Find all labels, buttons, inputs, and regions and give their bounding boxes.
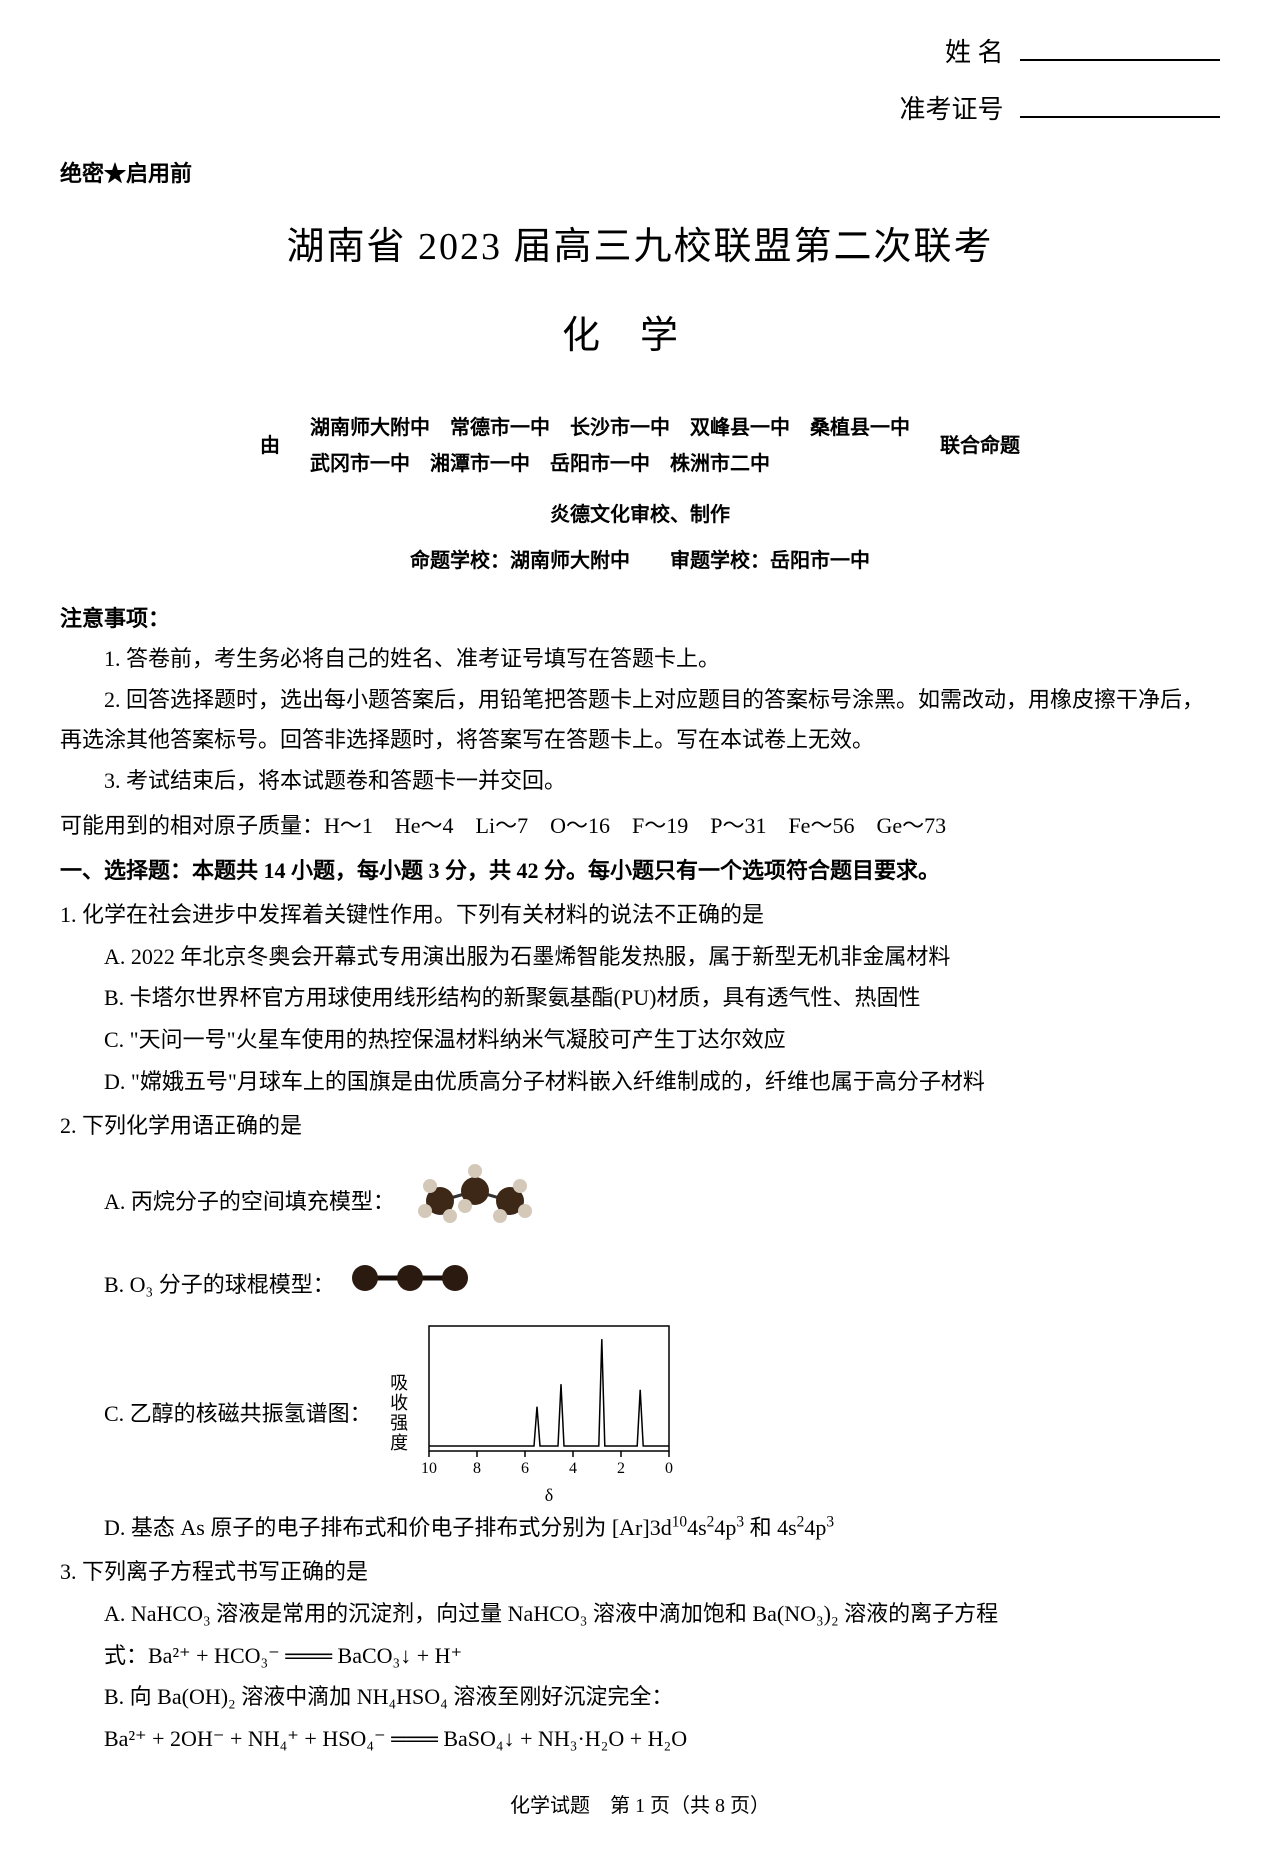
confidential-marker: 绝密★启用前 [60,154,1220,194]
q3-option-a-line2: 式：Ba²⁺ + HCO₃⁻ ═══ BaCO₃↓ + H⁺ [60,1636,1220,1676]
q1-option-c: C. "天问一号"火星车使用的热控保温材料纳米气凝胶可产生丁达尔效应 [60,1020,1220,1060]
q1-option-b: B. 卡塔尔世界杯官方用球使用线形结构的新聚氨基酯(PU)材质，具有透气性、热固… [60,978,1220,1018]
q2-option-b: B. O₃ 分子的球棍模型： [60,1258,1220,1311]
schools-block: 由 湖南师大附中 常德市一中 长沙市一中 双峰县一中 桑植县一中 武冈市一中 湘… [60,410,1220,482]
name-label: 姓 名 [945,38,1004,67]
nmr-svg: 10 8 6 4 2 0 δ [419,1321,679,1506]
svg-text:4: 4 [569,1460,577,1477]
question-2: 2. 下列化学用语正确的是 [60,1106,1220,1146]
q3-option-b-line1: B. 向 Ba(OH)₂ 溶液中滴加 NH₄HSO₄ 溶液至刚好沉淀完全： [60,1677,1220,1717]
notice-2: 2. 回答选择题时，选出每小题答案后，用铅笔把答题卡上对应题目的答案标号涂黑。如… [60,680,1220,759]
svg-text:0: 0 [665,1460,673,1477]
exam-id-blank [1020,116,1220,118]
exam-id-label: 准考证号 [899,95,1003,124]
q2-d-prefix: D. 基态 As 原子的电子排布式和价电子排布式分别为 [Ar]3d [104,1515,672,1540]
question-1: 1. 化学在社会进步中发挥着关键性作用。下列有关材料的说法不正确的是 [60,895,1220,935]
q2-b-text: B. O₃ 分子的球棍模型： [104,1265,335,1305]
atomic-mass: 可能用到的相对原子质量：H～1 He～4 Li～7 O～16 F～19 P～31… [60,806,1220,846]
q2-option-a: A. 丙烷分子的空间填充模型： [60,1156,1220,1249]
main-title: 湖南省 2023 届高三九校联盟第二次联考 [60,213,1220,281]
svg-text:δ: δ [545,1485,553,1505]
propane-model-icon [405,1156,555,1249]
section-one-header: 一、选择题：本题共 14 小题，每小题 3 分，共 42 分。每小题只有一个选项… [60,851,1220,891]
svg-text:10: 10 [421,1460,437,1477]
svg-text:6: 6 [521,1460,529,1477]
name-blank [1020,59,1220,61]
q1-option-a: A. 2022 年北京冬奥会开幕式专用演出服为石墨烯智能发热服，属于新型无机非金… [60,937,1220,977]
subject-title: 化学 [60,302,1220,370]
q3-option-b-line2: Ba²⁺ + 2OH⁻ + NH₄⁺ + HSO₄⁻ ═══ BaSO₄↓ + … [60,1719,1220,1759]
notice-label: 注意事项： [60,599,1220,639]
q2-a-text: A. 丙烷分子的空间填充模型： [104,1182,395,1222]
schools-suffix: 联合命题 [940,428,1020,464]
q1-option-d: D. "嫦娥五号"月球车上的国旗是由优质高分子材料嵌入纤维制成的，纤维也属于高分… [60,1062,1220,1102]
nmr-chart: 吸收强度 10 8 6 4 2 0 δ [382,1321,777,1506]
q3-option-a-line1: A. NaHCO₃ 溶液是常用的沉淀剂，向过量 NaHCO₃ 溶液中滴加饱和 B… [60,1594,1220,1634]
schools-prefix: 由 [260,428,280,464]
notice-3: 3. 考试结束后，将本试题卷和答题卡一并交回。 [60,761,1220,801]
q2-option-c: C. 乙醇的核磁共振氢谱图： 吸收强度 10 8 6 4 2 0 δ [60,1321,1220,1506]
exam-id-field: 准考证号 [60,87,1220,134]
q2-c-text: C. 乙醇的核磁共振氢谱图： [104,1394,372,1434]
schools-row-1: 湖南师大附中 常德市一中 长沙市一中 双峰县一中 桑植县一中 [310,410,910,446]
svg-text:8: 8 [473,1460,481,1477]
question-3: 3. 下列离子方程式书写正确的是 [60,1552,1220,1592]
ozone-model-icon [345,1258,475,1311]
q2-option-d: D. 基态 As 原子的电子排布式和价电子排布式分别为 [Ar]3d104s24… [60,1508,1220,1548]
nmr-ylabel: 吸收强度 [382,1373,414,1453]
name-field: 姓 名 [60,30,1220,77]
reviewer-line: 炎德文化审校、制作 [60,497,1220,533]
page-footer: 化学试题 第 1 页（共 8 页） [60,1788,1220,1824]
notice-1: 1. 答卷前，考生务必将自己的姓名、准考证号填写在答题卡上。 [60,639,1220,679]
svg-text:2: 2 [617,1460,625,1477]
school-info-line: 命题学校：湖南师大附中 审题学校：岳阳市一中 [60,543,1220,579]
schools-row-2: 武冈市一中 湘潭市一中 岳阳市一中 株洲市二中 [310,446,910,482]
